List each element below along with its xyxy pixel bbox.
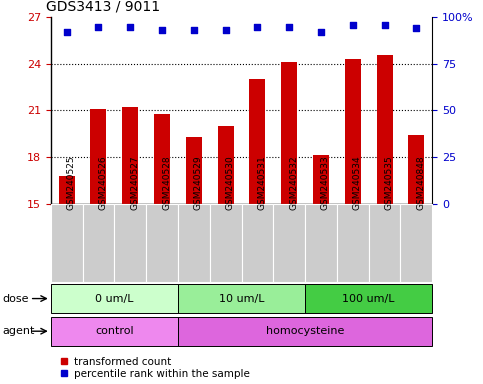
Bar bbox=[146, 204, 178, 282]
Bar bbox=[281, 62, 297, 204]
Text: GSM240528: GSM240528 bbox=[162, 155, 171, 210]
Bar bbox=[377, 55, 393, 204]
Bar bbox=[178, 204, 210, 282]
Text: 100 um/L: 100 um/L bbox=[342, 293, 395, 304]
Point bbox=[63, 29, 71, 35]
Text: GSM240534: GSM240534 bbox=[353, 155, 362, 210]
Text: control: control bbox=[95, 326, 134, 336]
Point bbox=[222, 27, 229, 33]
Bar bbox=[242, 204, 273, 282]
Bar bbox=[369, 204, 400, 282]
Text: GSM240535: GSM240535 bbox=[384, 155, 394, 210]
Bar bbox=[305, 204, 337, 282]
Text: GSM240531: GSM240531 bbox=[257, 155, 267, 210]
Point bbox=[285, 23, 293, 30]
Legend: transformed count, percentile rank within the sample: transformed count, percentile rank withi… bbox=[56, 353, 254, 383]
Bar bbox=[51, 284, 178, 313]
Bar bbox=[313, 156, 329, 204]
Text: GSM240529: GSM240529 bbox=[194, 155, 203, 210]
Text: 10 um/L: 10 um/L bbox=[219, 293, 264, 304]
Bar bbox=[154, 114, 170, 204]
Bar bbox=[337, 204, 369, 282]
Bar bbox=[51, 204, 83, 282]
Point bbox=[254, 23, 261, 30]
Text: 0 um/L: 0 um/L bbox=[95, 293, 134, 304]
Text: GSM240526: GSM240526 bbox=[99, 155, 107, 210]
Point bbox=[412, 25, 420, 31]
Bar bbox=[90, 109, 106, 204]
Bar bbox=[400, 204, 432, 282]
Point bbox=[317, 29, 325, 35]
Text: homocysteine: homocysteine bbox=[266, 326, 344, 336]
Bar bbox=[186, 137, 202, 204]
Bar bbox=[51, 316, 178, 346]
Bar bbox=[305, 284, 432, 313]
Bar bbox=[345, 59, 361, 204]
Text: dose: dose bbox=[2, 293, 29, 304]
Bar bbox=[122, 107, 138, 204]
Text: GSM240532: GSM240532 bbox=[289, 155, 298, 210]
Point bbox=[127, 23, 134, 30]
Text: GSM240525: GSM240525 bbox=[67, 155, 76, 210]
Bar bbox=[83, 204, 114, 282]
Point bbox=[158, 27, 166, 33]
Bar bbox=[114, 204, 146, 282]
Bar bbox=[409, 135, 425, 204]
Point bbox=[190, 27, 198, 33]
Bar bbox=[58, 175, 74, 204]
Text: GSM240527: GSM240527 bbox=[130, 155, 139, 210]
Bar bbox=[273, 204, 305, 282]
Bar bbox=[210, 204, 242, 282]
Text: GSM240530: GSM240530 bbox=[226, 155, 235, 210]
Bar bbox=[218, 126, 234, 204]
Text: GSM240533: GSM240533 bbox=[321, 155, 330, 210]
Bar bbox=[178, 284, 305, 313]
Text: GDS3413 / 9011: GDS3413 / 9011 bbox=[46, 0, 160, 13]
Text: GSM240848: GSM240848 bbox=[416, 155, 426, 210]
Point bbox=[95, 23, 102, 30]
Point bbox=[381, 22, 388, 28]
Bar bbox=[249, 79, 265, 204]
Bar bbox=[178, 316, 432, 346]
Point bbox=[349, 22, 356, 28]
Text: agent: agent bbox=[2, 326, 35, 336]
